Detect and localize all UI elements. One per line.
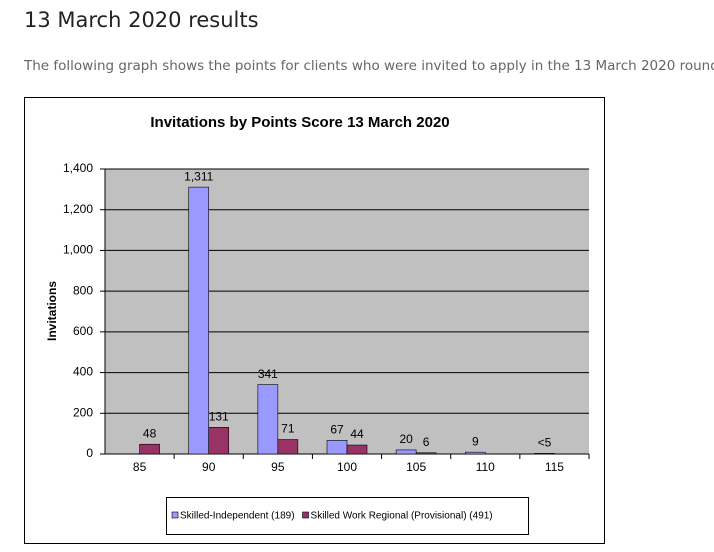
plot-area xyxy=(105,169,589,454)
y-tick-label: 1,200 xyxy=(63,202,93,216)
bar xyxy=(188,186,210,455)
x-tick-label: 110 xyxy=(476,460,495,474)
bar xyxy=(257,384,279,455)
data-label: 341 xyxy=(258,367,278,381)
x-tick-label: 105 xyxy=(406,460,426,474)
x-tick-label: 115 xyxy=(545,460,564,474)
y-tick-label: 600 xyxy=(73,324,93,338)
y-tick-label: 1,400 xyxy=(63,161,93,175)
data-label: 6 xyxy=(423,435,430,449)
x-tick-label: 100 xyxy=(337,460,357,474)
y-axis-label: Invitations xyxy=(45,281,59,341)
intro-text: The following graph shows the points for… xyxy=(24,58,714,74)
legend-box xyxy=(166,497,529,535)
bar xyxy=(346,444,368,455)
y-tick-label: 1,000 xyxy=(63,243,93,257)
data-label: <5 xyxy=(538,436,552,450)
data-label: 71 xyxy=(281,422,295,436)
legend-label: Skilled-Independent (189) xyxy=(180,511,295,522)
heading: 13 March 2020 results xyxy=(24,8,259,32)
data-label: 44 xyxy=(350,427,364,441)
x-tick-label: 95 xyxy=(271,460,285,474)
bar xyxy=(139,443,160,455)
data-label: 131 xyxy=(209,410,229,424)
legend-swatch xyxy=(171,511,179,519)
bar xyxy=(395,449,417,455)
y-tick-label: 400 xyxy=(73,365,93,379)
data-label: 9 xyxy=(472,434,479,448)
chart-title: Invitations by Points Score 13 March 202… xyxy=(150,114,449,131)
data-label: 1,311 xyxy=(184,169,213,183)
bar xyxy=(464,451,486,455)
y-tick-label: 200 xyxy=(73,405,93,419)
bar xyxy=(277,439,299,455)
bar xyxy=(534,453,555,455)
x-tick-label: 85 xyxy=(133,460,147,474)
legend-swatch xyxy=(302,511,309,519)
data-label: 20 xyxy=(399,432,413,446)
legend-label: Skilled Work Regional (Provisional) (491… xyxy=(311,511,493,522)
y-tick-label: 800 xyxy=(73,283,93,297)
bar xyxy=(415,452,437,455)
y-tick-label: 0 xyxy=(86,446,93,460)
data-label: 48 xyxy=(143,426,157,440)
data-label: 67 xyxy=(330,423,344,437)
x-tick-label: 90 xyxy=(202,460,216,474)
bar xyxy=(326,440,348,455)
bar xyxy=(208,427,230,455)
